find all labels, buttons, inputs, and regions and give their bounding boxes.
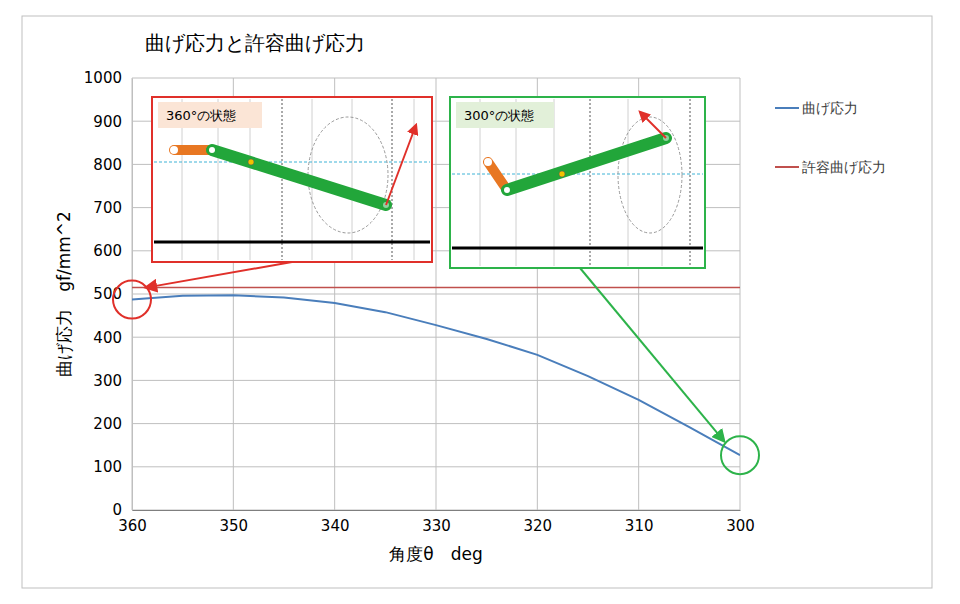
y-tick: 100 bbox=[93, 458, 132, 476]
callout-arrow bbox=[146, 262, 292, 288]
callout-circle bbox=[721, 436, 759, 474]
inset: 300°の状態 bbox=[450, 97, 705, 268]
x-tick-label: 310 bbox=[625, 517, 654, 535]
inset-joint bbox=[209, 147, 215, 153]
inset-link bbox=[507, 138, 666, 190]
legend-swatch bbox=[775, 166, 799, 168]
x-tick-label: 340 bbox=[321, 517, 350, 535]
y-tick: 400 bbox=[93, 329, 132, 347]
inset-label: 360°の状態 bbox=[166, 108, 236, 123]
inset-path bbox=[618, 117, 682, 233]
y-tick-label: 100 bbox=[93, 458, 122, 476]
legend-swatch bbox=[775, 107, 799, 109]
y-tick-label: 200 bbox=[93, 415, 122, 433]
x-tick-label: 330 bbox=[422, 517, 451, 535]
x-tick-label: 320 bbox=[524, 517, 553, 535]
inset-guide bbox=[690, 99, 691, 266]
inset-guide bbox=[590, 99, 591, 266]
chart-frame bbox=[22, 16, 932, 588]
inset-frame bbox=[450, 97, 705, 268]
inset-grid bbox=[628, 99, 629, 266]
x-tick: 340 bbox=[321, 510, 350, 535]
y-tick-label: 400 bbox=[93, 329, 122, 347]
x-tick: 300 bbox=[726, 510, 755, 535]
y-tick: 200 bbox=[93, 415, 132, 433]
inset-ground bbox=[452, 247, 703, 250]
y-axis: 01002003004005006007008009001000 bbox=[84, 69, 133, 519]
x-tick: 310 bbox=[625, 510, 654, 535]
y-tick-label: 600 bbox=[93, 242, 122, 260]
inset-ground bbox=[154, 241, 430, 244]
y-tick-label: 800 bbox=[93, 156, 122, 174]
series-line bbox=[132, 295, 740, 455]
inset-grid bbox=[662, 99, 663, 266]
y-tick: 900 bbox=[93, 113, 132, 131]
grid bbox=[132, 78, 740, 510]
inset-frame bbox=[152, 97, 432, 262]
inset-joint bbox=[484, 158, 492, 166]
y-axis-title: 曲げ応力 gf/mm^2 bbox=[54, 211, 74, 377]
x-grid-line bbox=[132, 78, 133, 510]
inset: 360°の状態 bbox=[152, 97, 432, 262]
inset-guide bbox=[392, 99, 393, 260]
series-line bbox=[132, 287, 740, 289]
plot-area bbox=[132, 288, 740, 456]
y-tick-label: 900 bbox=[93, 113, 122, 131]
x-axis: 360 350 340 330 320 310 300 bbox=[118, 510, 755, 535]
inset-joint bbox=[170, 146, 178, 154]
x-tick-label: 360 bbox=[118, 517, 147, 535]
y-tick-label: 700 bbox=[93, 199, 122, 217]
y-tick: 300 bbox=[93, 372, 132, 390]
inset-label-bg bbox=[456, 102, 554, 128]
inset-path bbox=[308, 117, 388, 233]
inset-joint bbox=[504, 187, 510, 193]
y-tick: 800 bbox=[93, 156, 132, 174]
chart-title: 曲げ応力と許容曲げ応力 bbox=[145, 31, 365, 55]
x-axis-line bbox=[133, 510, 741, 511]
inset-label-bg bbox=[158, 102, 262, 128]
inset-joint bbox=[248, 159, 254, 165]
inset-guide bbox=[282, 99, 283, 260]
x-tick: 350 bbox=[220, 510, 249, 535]
inset-guide bbox=[154, 162, 430, 163]
inset-force-arrow bbox=[640, 112, 666, 138]
x-tick: 330 bbox=[422, 510, 451, 535]
inset-force-arrow bbox=[386, 125, 416, 205]
legend-label: 曲げ応力 bbox=[802, 100, 858, 116]
y-axis-line bbox=[132, 79, 133, 511]
inset-label: 300°の状態 bbox=[464, 108, 534, 123]
inset-grid bbox=[414, 99, 415, 260]
x-axis-title: 角度θ deg bbox=[389, 544, 482, 564]
y-tick: 700 bbox=[93, 199, 132, 217]
x-grid-line bbox=[436, 78, 437, 510]
callout-circle bbox=[113, 281, 151, 319]
inset-guide bbox=[452, 174, 703, 175]
y-tick-label: 300 bbox=[93, 372, 122, 390]
x-tick: 320 bbox=[524, 510, 553, 535]
x-tick-label: 350 bbox=[220, 517, 249, 535]
chart: 曲げ応力と許容曲げ応力01002003004005006007008009001… bbox=[0, 0, 960, 604]
legend: 曲げ応力許容曲げ応力 bbox=[775, 100, 886, 175]
y-tick: 1000 bbox=[84, 69, 132, 87]
callout-arrow bbox=[580, 268, 724, 441]
legend-label: 許容曲げ応力 bbox=[802, 159, 886, 175]
inset-grid bbox=[352, 99, 353, 260]
x-grid-line bbox=[740, 78, 741, 510]
inset-joint bbox=[559, 171, 565, 177]
inset-link bbox=[212, 150, 386, 205]
y-tick-label: 1000 bbox=[84, 69, 122, 87]
x-tick: 360 bbox=[118, 510, 147, 535]
x-tick-label: 300 bbox=[726, 517, 755, 535]
y-tick: 600 bbox=[93, 242, 132, 260]
